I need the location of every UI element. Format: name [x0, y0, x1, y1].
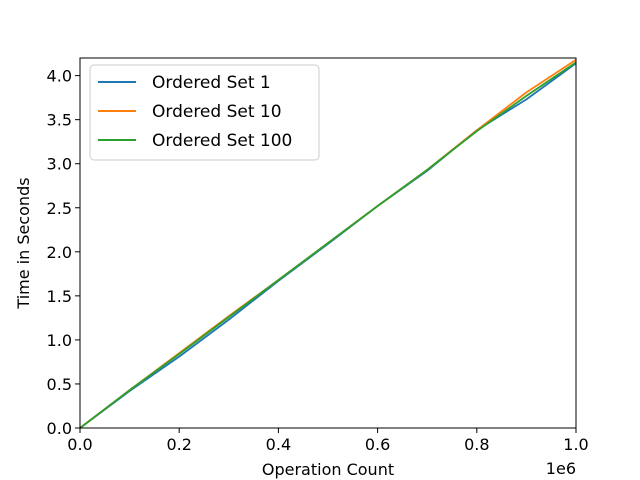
legend-entry: Ordered Set 100 [152, 131, 292, 151]
legend-entry: Ordered Set 1 [152, 73, 271, 93]
y-tick-label: 0.0 [47, 419, 72, 438]
x-axis-label: Operation Count [262, 460, 394, 479]
y-tick-label: 1.0 [47, 331, 72, 350]
y-axis-label: Time in Seconds [14, 177, 33, 309]
x-tick-label: 0.8 [464, 435, 489, 454]
plot-frame [79, 57, 577, 429]
x-tick-label: 0.2 [166, 435, 191, 454]
y-tick-label: 0.5 [47, 375, 72, 394]
y-tick-label: 2.5 [47, 199, 72, 218]
x-tick-label: 0.0 [67, 435, 92, 454]
y-axis-ticks: 0.0 0.5 1.0 1.5 2.0 2.5 3.0 3.5 4.0 [47, 67, 80, 438]
y-tick-label: 1.5 [47, 287, 72, 306]
y-tick-label: 4.0 [47, 67, 72, 86]
legend: Ordered Set 1 Ordered Set 10 Ordered Set 1… [89, 64, 320, 161]
y-tick-label: 3.5 [47, 111, 72, 130]
series-line-3 [79, 61, 577, 429]
y-tick-label: 3.0 [47, 155, 72, 174]
plot-lines [79, 59, 577, 429]
x-tick-label: 0.4 [266, 435, 291, 454]
x-tick-label: 0.6 [365, 435, 390, 454]
x-axis-offset-label: 1e6 [546, 459, 576, 478]
y-tick-label: 2.0 [47, 243, 72, 262]
x-tick-label: 1.0 [563, 435, 588, 454]
x-axis-ticks: 0.0 0.2 0.4 0.6 0.8 1.0 [67, 428, 589, 454]
legend-entry: Ordered Set 10 [152, 102, 282, 122]
legend-box [89, 64, 320, 161]
